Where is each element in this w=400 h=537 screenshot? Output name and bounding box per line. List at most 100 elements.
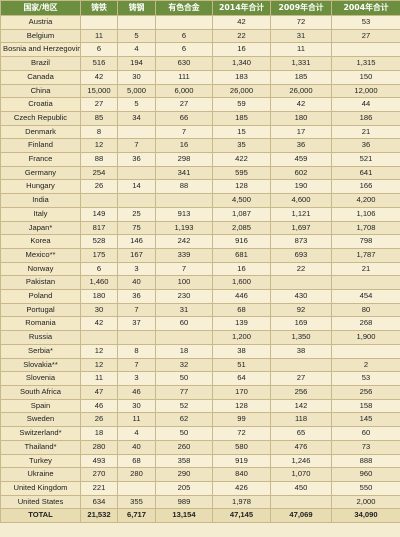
value-cell: 50 xyxy=(155,426,213,441)
value-cell: 26,000 xyxy=(212,83,271,99)
value-cell: 14 xyxy=(117,179,156,195)
value-cell: 1,978 xyxy=(212,494,271,510)
table-row: Canada 42 30 111 183 185 150 xyxy=(0,69,400,85)
header-cell: 2004年合计 xyxy=(331,0,400,16)
value-cell: 1,697 xyxy=(270,220,332,236)
value-cell: 355 xyxy=(117,494,156,510)
value-cell: 7 xyxy=(155,261,213,277)
value-cell: 459 xyxy=(270,152,332,167)
value-cell: 450 xyxy=(270,480,332,496)
country-cell: Ukraine xyxy=(0,467,81,482)
value-cell: 446 xyxy=(212,289,271,304)
value-cell: 7 xyxy=(117,357,156,373)
table-row: Switzerland* 18 4 50 72 65 60 xyxy=(0,426,400,441)
value-cell: 919 xyxy=(212,453,271,469)
value-cell: 2,085 xyxy=(212,220,271,236)
value-cell: 142 xyxy=(270,398,332,414)
value-cell: 4,200 xyxy=(331,193,400,208)
country-cell: Norway xyxy=(0,261,81,277)
value-cell: 36 xyxy=(117,289,156,304)
value-cell: 1,315 xyxy=(331,56,400,71)
value-cell: 32 xyxy=(155,357,213,373)
value-cell: 111 xyxy=(155,69,213,85)
header-cell: 2014年合计 xyxy=(212,0,271,16)
table-row: Brazil 516 194 630 1,340 1,331 1,315 xyxy=(0,56,400,71)
country-cell: Slovakia** xyxy=(0,357,81,373)
country-cell: United Kingdom xyxy=(0,480,81,496)
country-cell: Finland xyxy=(0,138,81,154)
value-cell: 92 xyxy=(270,302,332,318)
value-cell: 12 xyxy=(80,138,118,154)
empty-cell xyxy=(117,165,156,181)
value-cell: 5 xyxy=(117,28,156,44)
table-row: Slovakia** 12 7 32 51 2 xyxy=(0,357,400,373)
value-cell: 166 xyxy=(331,179,400,195)
value-cell: 99 xyxy=(212,412,271,428)
value-cell: 268 xyxy=(331,316,400,332)
value-cell: 602 xyxy=(270,165,332,181)
table-row: India 4,500 4,600 4,200 xyxy=(0,193,400,208)
value-cell: 150 xyxy=(331,69,400,85)
table-row: Poland 180 36 230 446 430 454 xyxy=(0,289,400,304)
value-cell: 1,106 xyxy=(331,206,400,222)
value-cell: 4,500 xyxy=(212,193,271,208)
value-cell: 128 xyxy=(212,179,271,195)
value-cell: 194 xyxy=(117,56,156,71)
value-cell: 88 xyxy=(155,179,213,195)
value-cell: 1,340 xyxy=(212,56,271,71)
value-cell: 989 xyxy=(155,494,213,510)
value-cell: 6,717 xyxy=(117,508,156,524)
value-cell: 298 xyxy=(155,152,213,167)
table-row: France 88 36 298 422 459 521 xyxy=(0,152,400,167)
empty-cell xyxy=(117,193,156,208)
value-cell: 1,708 xyxy=(331,220,400,236)
value-cell: 36 xyxy=(270,138,332,154)
table-row: United States 634 355 989 1,978 2,000 xyxy=(0,494,400,510)
value-cell: 38 xyxy=(270,343,332,359)
country-cell: Japan* xyxy=(0,220,81,236)
value-cell: 1,787 xyxy=(331,247,400,263)
table-row: Japan* 817 75 1,193 2,085 1,697 1,708 xyxy=(0,220,400,236)
country-cell: Spain xyxy=(0,398,81,414)
table-row: Romania 42 37 60 139 169 268 xyxy=(0,316,400,332)
empty-cell xyxy=(80,330,118,345)
table-row: Russia 1,200 1,350 1,900 xyxy=(0,330,400,345)
value-cell: 22 xyxy=(212,28,271,44)
value-cell: 2,000 xyxy=(331,494,400,510)
country-cell: Italy xyxy=(0,206,81,222)
value-cell: 38 xyxy=(212,343,271,359)
value-cell: 6 xyxy=(155,28,213,44)
value-cell: 47,069 xyxy=(270,508,332,524)
table-row: Portugal 30 7 31 68 92 80 xyxy=(0,302,400,318)
empty-cell xyxy=(80,193,118,208)
table-row: Bosnia and Herzegovina 6 4 6 16 11 xyxy=(0,42,400,58)
value-cell: 230 xyxy=(155,289,213,304)
value-cell: 53 xyxy=(331,15,400,30)
value-cell: 42 xyxy=(80,316,118,332)
value-cell: 26 xyxy=(80,179,118,195)
value-cell: 1,121 xyxy=(270,206,332,222)
country-cell: Pakistan xyxy=(0,275,81,291)
value-cell: 6 xyxy=(80,261,118,277)
value-cell: 256 xyxy=(331,384,400,400)
value-cell: 145 xyxy=(331,412,400,428)
value-cell: 30 xyxy=(80,302,118,318)
value-cell: 77 xyxy=(155,384,213,400)
country-cell: Bosnia and Herzegovina xyxy=(0,42,81,58)
header-cell: 有色合金 xyxy=(155,0,213,16)
country-cell: Brazil xyxy=(0,56,81,71)
value-cell: 12 xyxy=(80,343,118,359)
value-cell: 339 xyxy=(155,247,213,263)
value-cell: 595 xyxy=(212,165,271,181)
value-cell: 186 xyxy=(331,110,400,126)
value-cell: 11 xyxy=(117,412,156,428)
empty-cell xyxy=(117,330,156,345)
empty-cell xyxy=(270,275,332,291)
header-row: 国家/地区 铸铁 铸钢 有色合金 2014年合计 2009年合计 2004年合计 xyxy=(0,0,400,16)
value-cell: 88 xyxy=(80,152,118,167)
country-cell: Mexico** xyxy=(0,247,81,263)
table-row: Pakistan 1,460 40 100 1,600 xyxy=(0,275,400,291)
value-cell: 46 xyxy=(117,384,156,400)
country-cell: Portugal xyxy=(0,302,81,318)
value-cell: 60 xyxy=(155,316,213,332)
